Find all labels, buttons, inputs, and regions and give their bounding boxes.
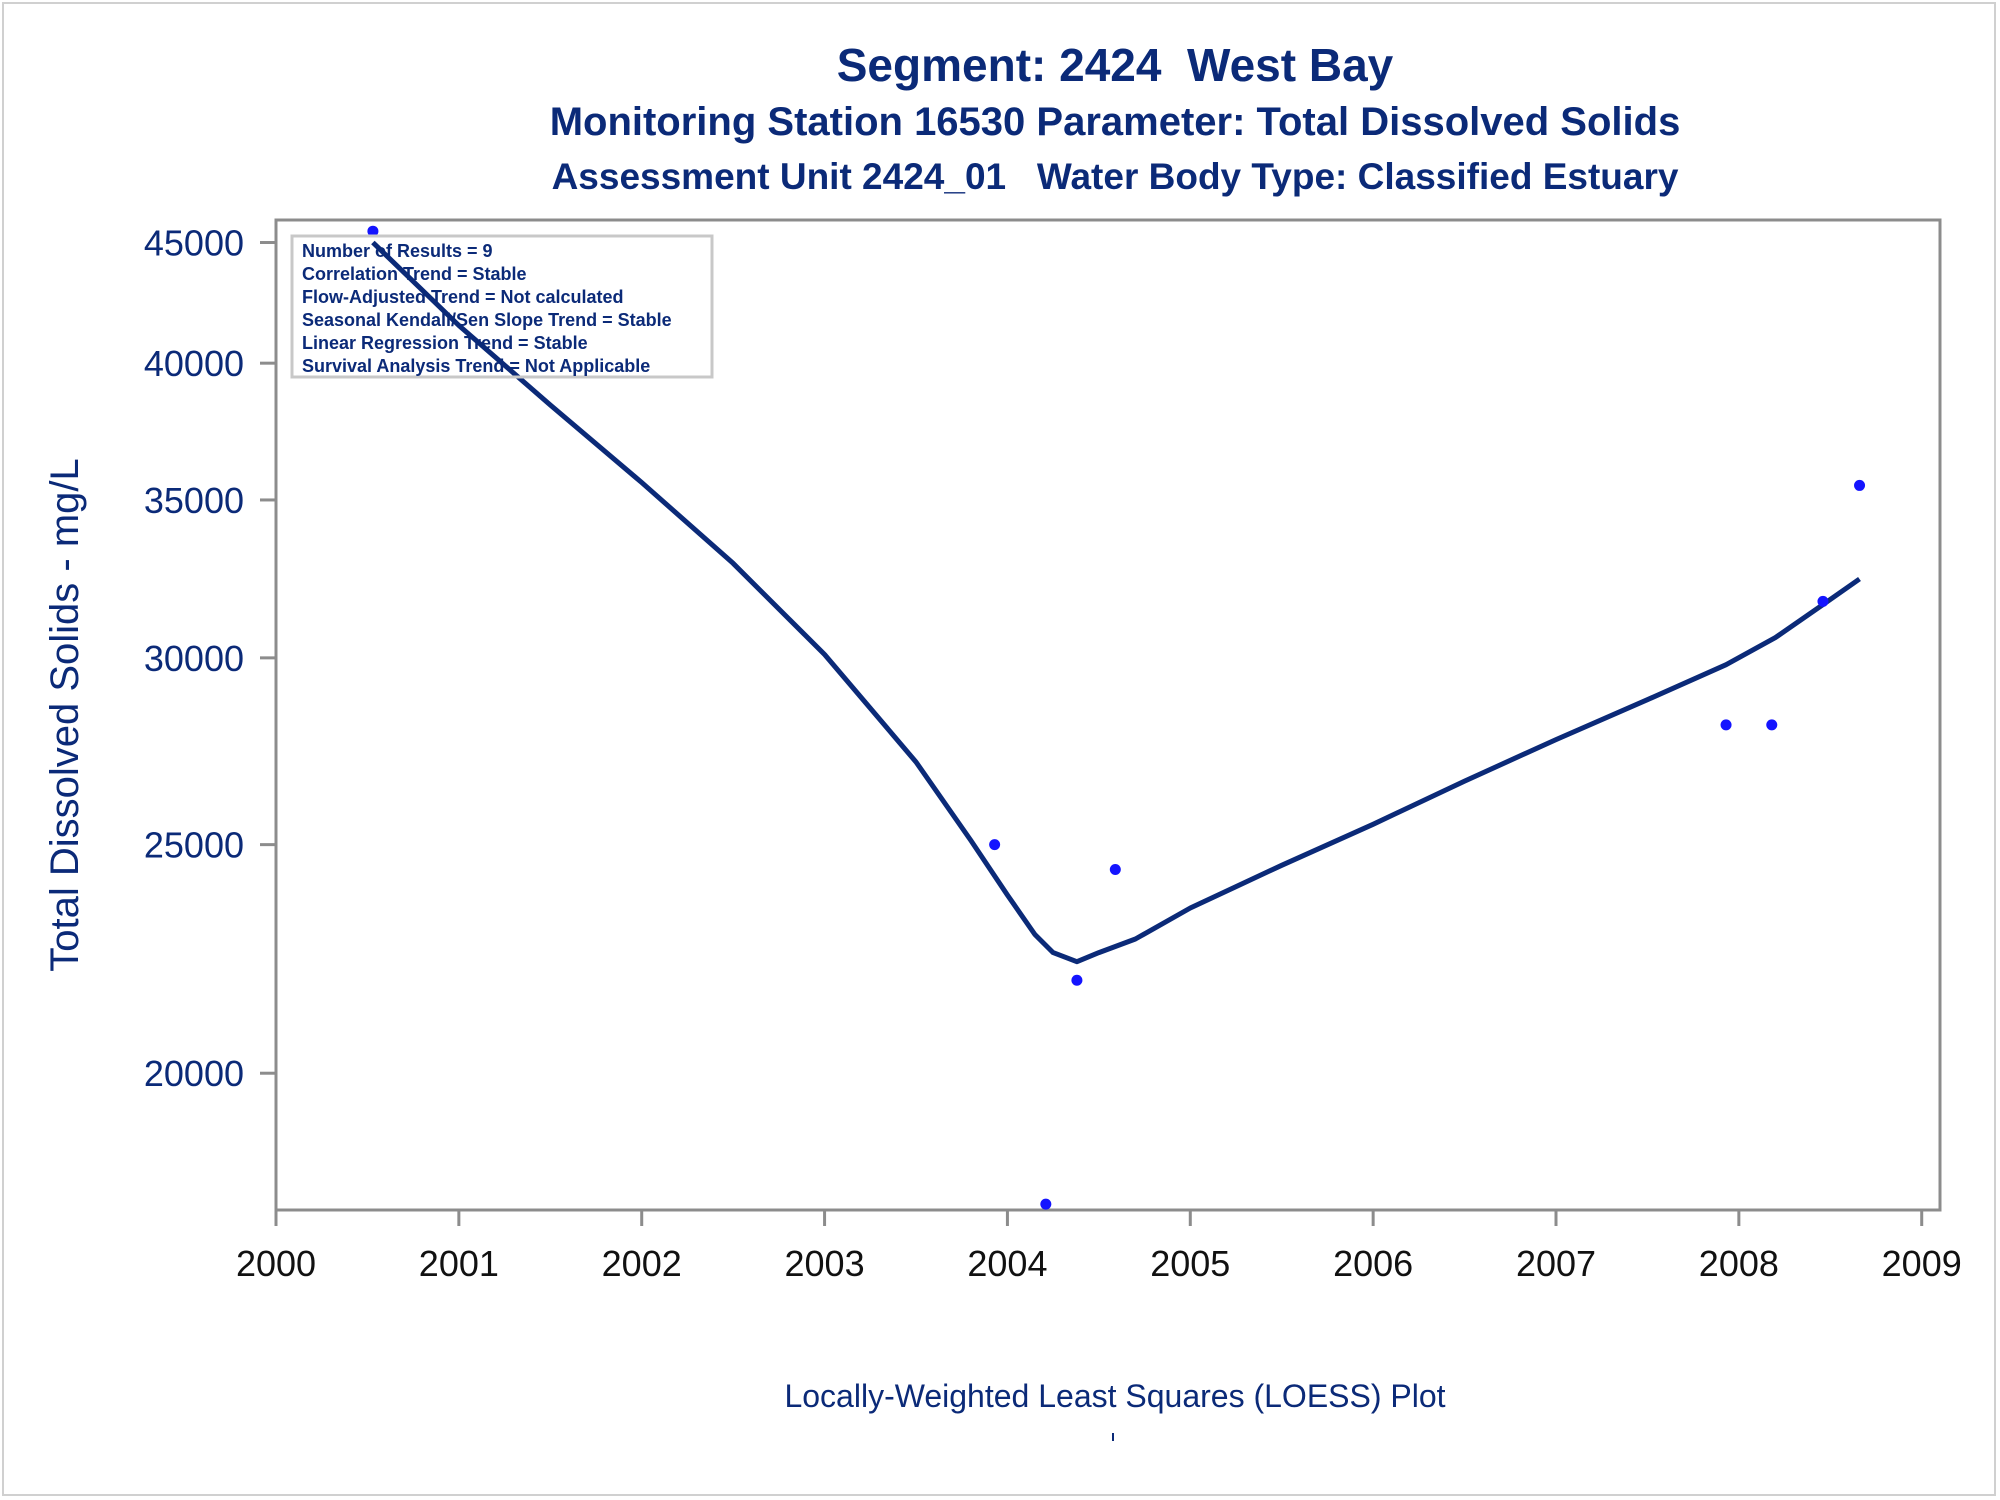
y-tick-label: 25000 (144, 825, 244, 866)
x-axis: 2000 2001 2002 2003 2004 2005 2006 2007 2008 2009 (236, 1210, 1962, 1284)
x-tick-label: 2005 (1150, 1243, 1230, 1284)
data-point (1109, 864, 1121, 876)
x-tick-label: 2006 (1333, 1243, 1413, 1284)
y-tick-label: 40000 (144, 343, 244, 384)
plot-area (274, 218, 1942, 1212)
data-point (1817, 595, 1829, 607)
y-tick-label: 45000 (144, 223, 244, 264)
data-point (367, 225, 379, 237)
data-point (1071, 974, 1083, 986)
y-axis-label: Total Dissolved Solids - mg/L (43, 458, 87, 972)
stats-box: Number of Results = 9 Correlation Trend =… (290, 234, 714, 379)
data-points (367, 225, 1866, 1210)
x-tick-label: 2004 (967, 1243, 1047, 1284)
x-tick-label: 2001 (419, 1243, 499, 1284)
data-point (989, 839, 1001, 851)
stats-line: Flow-Adjusted Trend = Not calculated (302, 287, 624, 307)
data-point (1854, 479, 1866, 491)
x-tick-label: 2007 (1516, 1243, 1596, 1284)
x-tick-label: 2000 (236, 1243, 316, 1284)
x-tick-label: 2009 (1882, 1243, 1962, 1284)
footnote: Locally-Weighted Least Squares (LOESS) P… (784, 1378, 1446, 1414)
y-axis: 20000 25000 30000 35000 40000 45000 (144, 223, 276, 1094)
stats-line: Seasonal Kendall/Sen Slope Trend = Stabl… (302, 310, 672, 330)
stats-box-border (290, 234, 714, 379)
stats-line: Survival Analysis Trend = Not Applicable (302, 356, 650, 376)
y-tick-label: 30000 (144, 638, 244, 679)
loess-line (371, 240, 1861, 965)
y-tick-label: 20000 (144, 1053, 244, 1094)
footnote-tick-mark (1112, 1433, 1114, 1441)
data-point (1040, 1198, 1052, 1210)
chart-subtitle-1: Monitoring Station 16530 Parameter: Tota… (549, 100, 1681, 144)
chart-title: Segment: 2424 West Bay (836, 39, 1394, 91)
x-tick-label: 2008 (1699, 1243, 1779, 1284)
stats-line: Linear Regression Trend = Stable (302, 333, 588, 353)
stats-line: Number of Results = 9 (302, 241, 493, 261)
data-point (1766, 719, 1778, 731)
chart-subtitle-2: Assessment Unit 2424_01 Water Body Type:… (551, 156, 1679, 197)
y-tick-label: 35000 (144, 480, 244, 521)
stats-line: Correlation Trend = Stable (302, 264, 527, 284)
data-point (1720, 719, 1732, 731)
x-tick-label: 2002 (602, 1243, 682, 1284)
x-tick-label: 2003 (785, 1243, 865, 1284)
